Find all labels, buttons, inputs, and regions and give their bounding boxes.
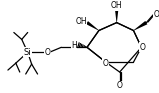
Text: OH: OH xyxy=(75,17,87,26)
Polygon shape xyxy=(86,21,99,31)
Text: O: O xyxy=(45,48,50,57)
Polygon shape xyxy=(133,21,147,31)
Text: O: O xyxy=(117,81,123,90)
Text: O: O xyxy=(139,43,145,52)
Text: OH: OH xyxy=(111,1,122,10)
Text: Si: Si xyxy=(24,48,31,57)
Polygon shape xyxy=(115,9,118,23)
Text: H: H xyxy=(71,41,77,50)
Text: O: O xyxy=(153,10,159,19)
Text: O: O xyxy=(103,59,109,68)
